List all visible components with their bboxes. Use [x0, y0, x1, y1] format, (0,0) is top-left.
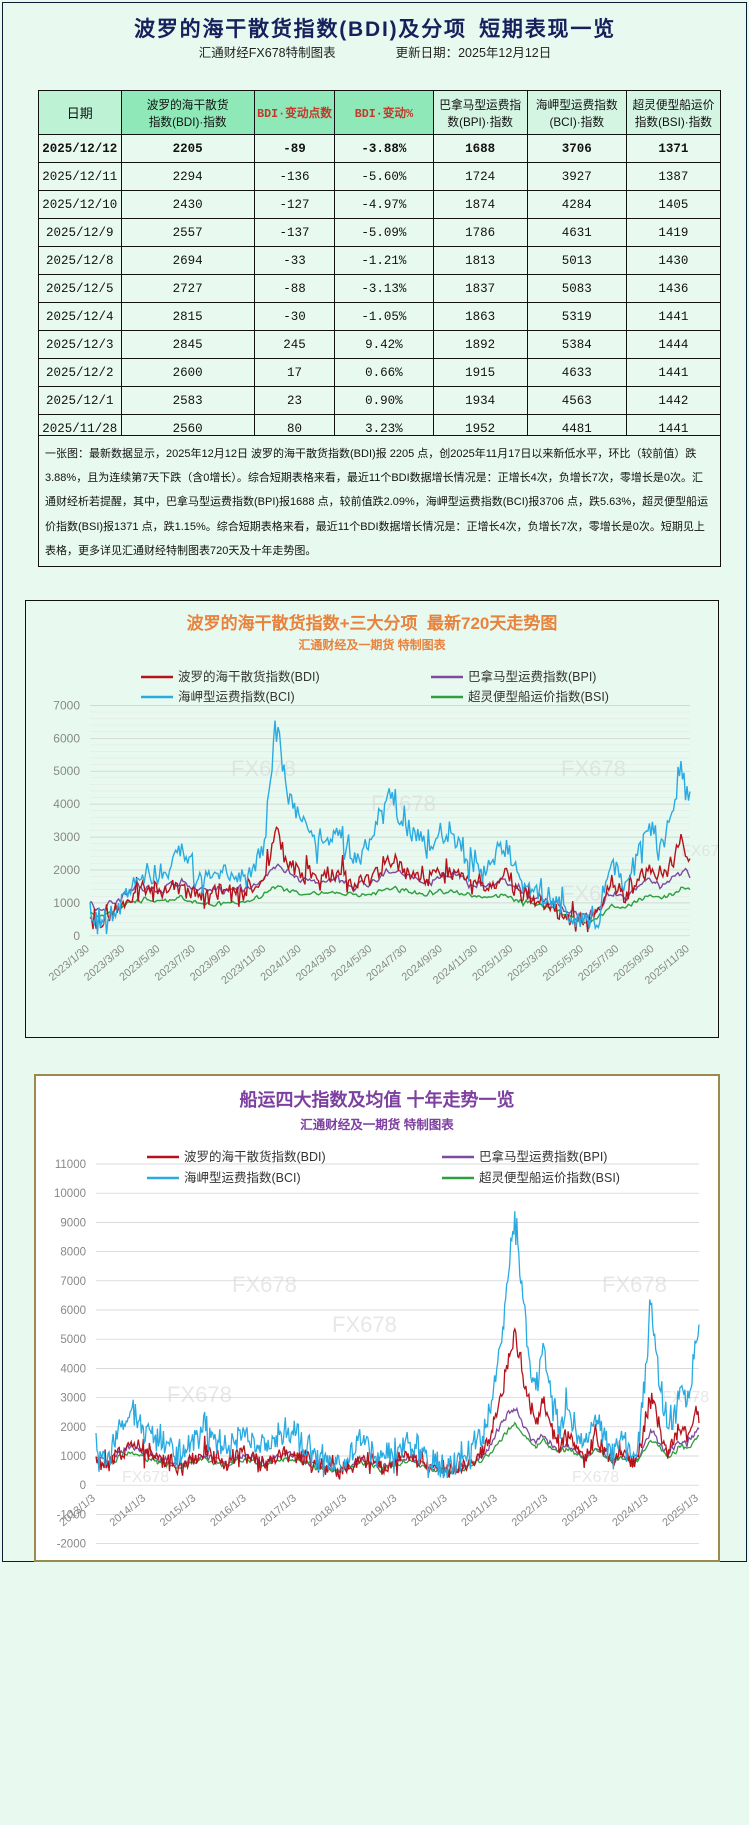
svg-text:FX678: FX678: [232, 1272, 297, 1297]
svg-text:5000: 5000: [60, 1334, 86, 1346]
svg-text:FX678: FX678: [602, 1272, 667, 1297]
svg-text:波罗的海干散货指数(BDI): 波罗的海干散货指数(BDI): [178, 669, 320, 684]
svg-text:6000: 6000: [53, 731, 80, 745]
svg-text:2015/1/3: 2015/1/3: [158, 1492, 199, 1529]
svg-text:3000: 3000: [53, 830, 80, 844]
svg-text:2019/1/3: 2019/1/3: [359, 1492, 400, 1529]
svg-text:FX678: FX678: [231, 756, 296, 781]
svg-text:FX678: FX678: [332, 1312, 397, 1337]
svg-text:FX678: FX678: [572, 1469, 619, 1486]
svg-text:FX678: FX678: [561, 756, 626, 781]
svg-text:2014/1/3: 2014/1/3: [108, 1492, 149, 1529]
svg-text:波罗的海干散货指数(BDI): 波罗的海干散货指数(BDI): [184, 1149, 326, 1164]
svg-text:2024/1/3: 2024/1/3: [610, 1492, 651, 1529]
svg-text:4000: 4000: [60, 1364, 86, 1376]
svg-text:2018/1/3: 2018/1/3: [309, 1492, 350, 1529]
svg-text:巴拿马型运费指数(BPI): 巴拿马型运费指数(BPI): [468, 669, 596, 684]
svg-text:2020/1/3: 2020/1/3: [409, 1492, 450, 1529]
svg-text:7000: 7000: [60, 1276, 86, 1288]
svg-text:2021/1/3: 2021/1/3: [459, 1492, 500, 1529]
svg-text:10000: 10000: [54, 1188, 86, 1200]
svg-text:2000: 2000: [60, 1422, 86, 1434]
svg-text:11000: 11000: [55, 1159, 86, 1171]
svg-text:6000: 6000: [60, 1305, 86, 1317]
svg-text:超灵便型船运价指数(BSI): 超灵便型船运价指数(BSI): [479, 1170, 620, 1185]
svg-text:1000: 1000: [60, 1451, 86, 1463]
svg-text:1000: 1000: [53, 896, 80, 910]
svg-text:超灵便型船运价指数(BSI): 超灵便型船运价指数(BSI): [468, 689, 609, 704]
svg-text:0: 0: [73, 929, 80, 943]
svg-text:海岬型运费指数(BCI): 海岬型运费指数(BCI): [178, 689, 295, 704]
svg-text:2023/1/3: 2023/1/3: [560, 1492, 601, 1529]
svg-text:FX678: FX678: [167, 1382, 232, 1407]
svg-text:4000: 4000: [53, 797, 80, 811]
svg-text:2025/1/3: 2025/1/3: [660, 1492, 701, 1529]
svg-text:9000: 9000: [60, 1218, 86, 1230]
svg-text:2022/1/3: 2022/1/3: [510, 1492, 551, 1529]
svg-text:2000: 2000: [53, 863, 80, 877]
svg-text:3000: 3000: [60, 1393, 86, 1405]
svg-text:海岬型运费指数(BCI): 海岬型运费指数(BCI): [184, 1170, 301, 1185]
svg-text:2017/1/3: 2017/1/3: [258, 1492, 299, 1529]
svg-text:0: 0: [80, 1480, 86, 1492]
svg-text:7000: 7000: [53, 698, 80, 712]
svg-text:FX678: FX678: [122, 1469, 169, 1486]
svg-text:-2000: -2000: [57, 1539, 86, 1551]
svg-text:5000: 5000: [53, 764, 80, 778]
svg-text:2016/1/3: 2016/1/3: [208, 1492, 249, 1529]
svg-text:8000: 8000: [60, 1247, 86, 1259]
svg-text:巴拿马型运费指数(BPI): 巴拿马型运费指数(BPI): [479, 1149, 607, 1164]
